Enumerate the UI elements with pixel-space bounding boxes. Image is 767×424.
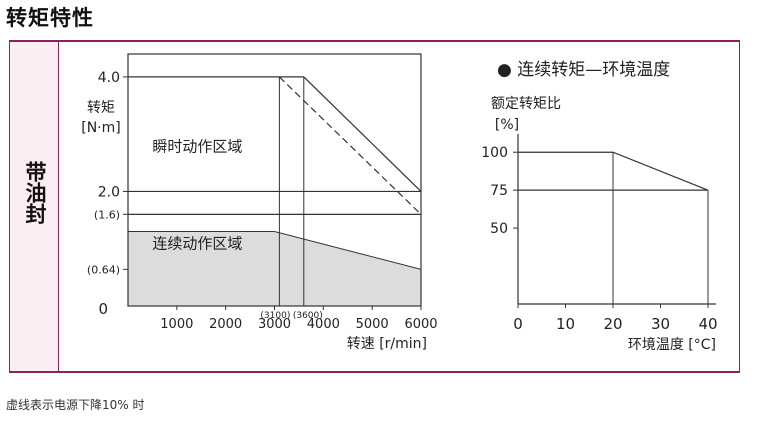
- torque-ytick-label: (0.64): [87, 263, 120, 276]
- torque-ylabel-line2: [N·m]: [81, 120, 120, 136]
- page-title: 转矩特性: [6, 6, 94, 30]
- speed-xtick-label: 6000: [404, 317, 437, 332]
- torque-series-line-1: [278, 76, 422, 215]
- footnote: 虚线表示电源下降10% 时: [6, 398, 145, 412]
- continuous-region-fill: [128, 231, 421, 306]
- sidebar: 带油封: [10, 42, 59, 371]
- torque-ylabel-line1: 转矩: [87, 100, 115, 116]
- temp-ylabel-line2: [%]: [495, 117, 519, 133]
- torque-ytick-label: (1.6): [94, 208, 120, 221]
- region-label-1: 连续动作区域: [152, 235, 242, 253]
- temp-ytick-label: 50: [490, 221, 508, 237]
- speed-marker-label: (3100): [260, 311, 290, 321]
- temp-xtick-label: 20: [603, 315, 622, 333]
- torque-y-origin-label: 0: [98, 300, 108, 318]
- temp-xlabel: 环境温度 [°C]: [628, 337, 716, 353]
- chart-area: 4.0 2.0 (1.6) (0.64) 0 1000 2000 3000 4000 5000 60…: [59, 42, 739, 371]
- speed-xtick-label: 2000: [209, 317, 242, 332]
- torque-ytick-label: 4.0: [98, 70, 120, 86]
- temp-chart-legend: ● 连续转矩—环境温度: [497, 60, 670, 80]
- temp-xtick-label: 40: [698, 315, 717, 333]
- torque-xlabel: 转速 [r/min]: [347, 336, 427, 352]
- temp-ytick-label: 75: [490, 183, 508, 199]
- characteristics-frame: 带油封 4.0 2.0 (1.6) (0.64) 0 1000 2000 3000 4000 50…: [9, 40, 740, 373]
- speed-xtick-label: 1000: [160, 317, 193, 332]
- speed-marker-label: (3600): [293, 311, 323, 321]
- torque-series-line-0: [128, 76, 422, 192]
- temp-xtick-label: 30: [651, 315, 670, 333]
- temp-ytick-label: 100: [481, 145, 508, 161]
- temp-xtick-label: 0: [513, 315, 523, 333]
- continuous-region-boundary: [128, 231, 422, 270]
- temp-ylabel-line1: 额定转矩比: [491, 96, 561, 112]
- speed-xtick-label: 4000: [307, 317, 340, 332]
- region-label-0: 瞬时动作区域: [152, 137, 242, 155]
- speed-xtick-label: 5000: [356, 317, 389, 332]
- side-label: 带油封: [23, 161, 47, 224]
- temp-xtick-label: 10: [556, 315, 575, 333]
- speed-xtick-label: 3000: [258, 317, 291, 332]
- torque-ytick-label: 2.0: [98, 184, 120, 200]
